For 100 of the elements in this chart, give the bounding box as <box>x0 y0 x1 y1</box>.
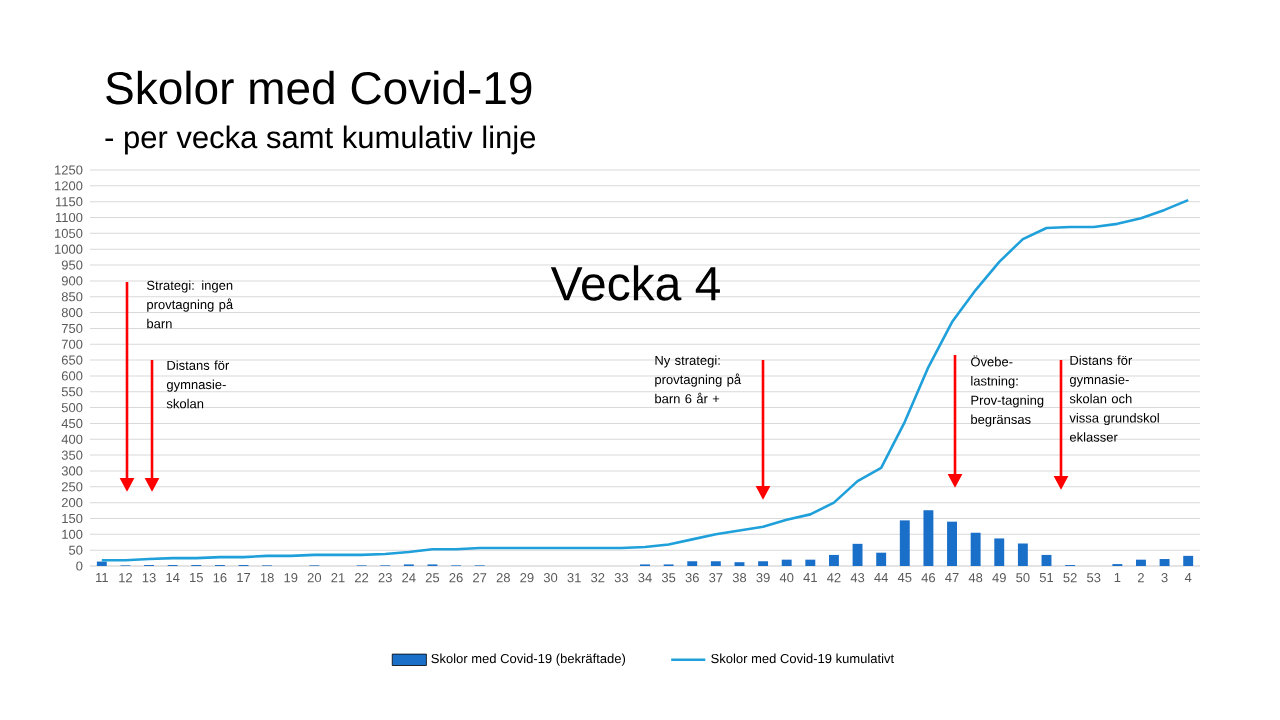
bar <box>710 561 721 567</box>
x-tick-label: 46 <box>921 573 936 583</box>
x-tick-label: 20 <box>307 573 322 583</box>
y-tick-label: 0 <box>76 561 83 571</box>
annotation: Distans för gymnasie-skolan och vissa grundskol eklasser <box>1069 355 1159 442</box>
bar <box>758 561 769 567</box>
x-tick-label: 12 <box>119 573 132 583</box>
x-tick-label: 42 <box>827 573 841 583</box>
x-tick-label: 2 <box>1138 573 1144 583</box>
x-tick-label: 29 <box>520 573 534 583</box>
y-tick-label: 950 <box>61 260 83 270</box>
x-tick-label: 45 <box>897 573 912 583</box>
x-tick-label: 40 <box>779 573 794 583</box>
chart-subtitle: - per vecka samt kumulativ linje <box>105 125 536 155</box>
y-tick-label: 1100 <box>55 212 83 223</box>
bar <box>876 552 887 567</box>
x-tick-label: 37 <box>709 573 723 583</box>
x-tick-label: 44 <box>874 573 889 583</box>
x-tick-label: 41 <box>803 573 817 583</box>
y-tick-label: 750 <box>61 323 83 333</box>
x-tick-label: 48 <box>968 573 983 583</box>
annotation: Strategi: ingen provtagning på barn <box>147 280 234 329</box>
y-tick-label: 1200 <box>55 181 83 191</box>
y-tick-label: 1150 <box>55 197 83 207</box>
bar <box>852 543 863 567</box>
x-tick-label: 50 <box>1016 573 1030 583</box>
y-tick-label: 250 <box>61 482 83 492</box>
bar <box>1017 543 1028 567</box>
y-tick-label: 700 <box>61 339 83 349</box>
bar <box>96 561 107 567</box>
x-tick-label: 1 <box>1114 573 1121 583</box>
bar <box>994 538 1005 567</box>
x-tick-label: 21 <box>331 573 345 583</box>
y-tick-label: 450 <box>61 418 83 429</box>
y-tick-label: 1250 <box>55 165 83 175</box>
annotation: Distans för gymnasie-skolan <box>166 360 230 409</box>
legend-label: Skolor med Covid-19 (bekräftade) <box>431 653 626 666</box>
bar <box>805 559 816 567</box>
y-tick-label: 200 <box>61 498 83 508</box>
y-tick-label: 1000 <box>55 244 83 254</box>
x-tick-label: 52 <box>1063 573 1077 583</box>
bar <box>1159 559 1170 567</box>
bar <box>1183 555 1194 567</box>
bar <box>899 520 910 567</box>
x-tick-label: 43 <box>850 573 865 583</box>
x-tick-label: 47 <box>945 573 959 583</box>
bar <box>947 521 957 567</box>
y-tick-label: 800 <box>61 307 83 318</box>
x-tick-label: 26 <box>449 573 463 583</box>
x-tick-label: 49 <box>992 573 1006 583</box>
x-tick-label: 19 <box>284 573 298 583</box>
bar <box>923 510 934 567</box>
legend-label: Skolor med Covid-19 kumulativt <box>711 653 895 664</box>
x-tick-label: 28 <box>496 573 510 583</box>
y-tick-label: 550 <box>61 387 83 397</box>
x-tick-label: 39 <box>756 573 770 583</box>
x-tick-label: 27 <box>473 573 487 583</box>
x-tick-label: 38 <box>732 573 747 583</box>
x-tick-label: 3 <box>1161 573 1168 583</box>
x-tick-label: 53 <box>1087 573 1101 583</box>
x-tick-label: 51 <box>1039 573 1054 583</box>
y-tick-label: 350 <box>61 450 83 460</box>
x-tick-label: 32 <box>591 573 605 583</box>
x-tick-label: 33 <box>614 573 629 583</box>
x-tick-label: 4 <box>1184 573 1192 583</box>
bar <box>1041 554 1052 567</box>
x-tick-label: 11 <box>96 573 108 583</box>
y-tick-label: 100 <box>62 529 83 539</box>
y-tick-label: 900 <box>61 276 83 286</box>
x-tick-label: 18 <box>260 573 274 583</box>
bar <box>687 561 698 567</box>
x-tick-label: 15 <box>190 573 203 583</box>
annotation: Ny strategi: provtagning på barn 6 år + <box>655 355 742 404</box>
x-tick-label: 31 <box>567 573 581 583</box>
bar <box>970 532 981 567</box>
x-tick-label: 16 <box>213 573 227 583</box>
y-tick-label: 650 <box>61 355 83 365</box>
y-tick-label: 50 <box>69 545 83 555</box>
y-tick-label: 1050 <box>55 228 83 238</box>
y-tick-label: 150 <box>62 513 83 524</box>
y-tick-label: 850 <box>61 292 83 302</box>
annotation: Övebe-lastning: Prov-tagning begränsas <box>971 355 1044 427</box>
x-tick-label: 14 <box>166 573 180 583</box>
bar <box>781 559 792 567</box>
y-tick-label: 400 <box>61 434 83 444</box>
y-tick-label: 300 <box>61 466 83 476</box>
x-tick-label: 24 <box>402 573 416 583</box>
x-tick-label: 22 <box>355 573 369 583</box>
bar <box>734 562 745 567</box>
x-tick-label: 23 <box>378 573 392 583</box>
annotation: Vecka 4 <box>550 265 720 301</box>
chart-title: Skolor med Covid-19 <box>106 70 532 105</box>
y-tick-label: 600 <box>61 371 83 381</box>
x-tick-label: 35 <box>661 573 676 583</box>
x-tick-label: 34 <box>638 573 652 583</box>
x-tick-label: 36 <box>685 573 699 583</box>
y-tick-label: 500 <box>61 403 83 413</box>
x-tick-label: 30 <box>543 573 558 583</box>
x-tick-label: 25 <box>425 573 440 583</box>
x-tick-label: 13 <box>142 573 156 583</box>
